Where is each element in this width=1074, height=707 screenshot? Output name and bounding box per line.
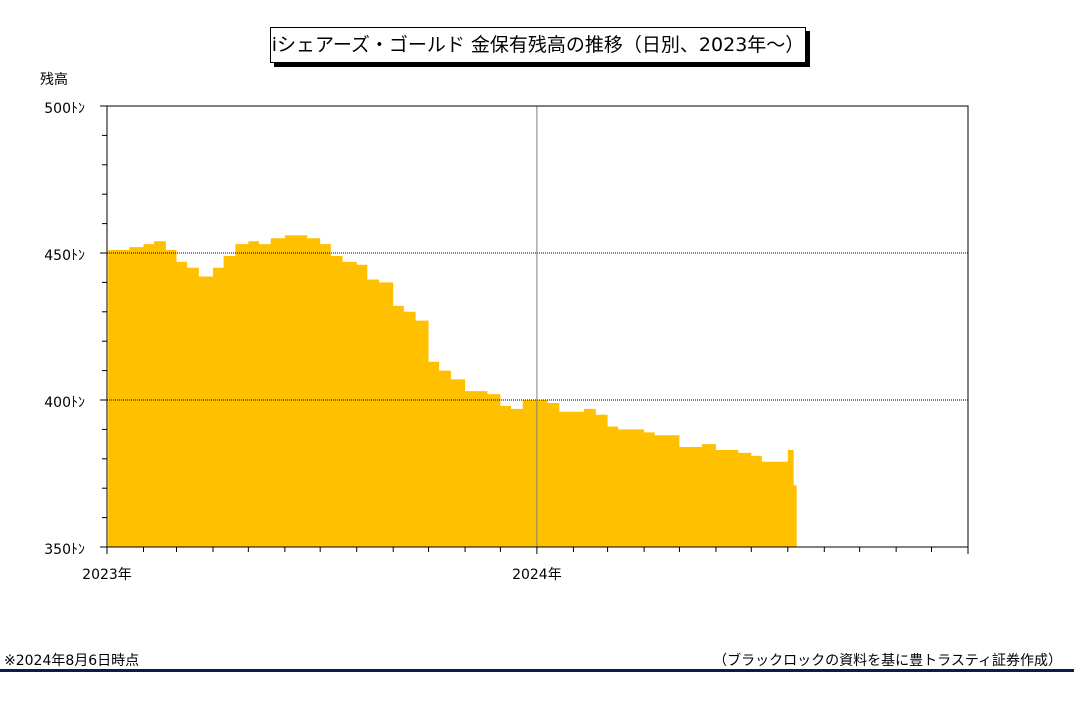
y-axis-label: 残高 (40, 71, 68, 88)
x-tick-label-2023-01: 2023年 (82, 567, 132, 583)
label-layer: 残高 500ﾄﾝ 450ﾄﾝ 400ﾄﾝ 350ﾄﾝ 2023年 2024年 (40, 71, 562, 583)
y-tick-label-400: 400ﾄﾝ (44, 395, 85, 411)
grid-layer (107, 106, 968, 547)
chart-title: iシェアーズ・ゴールド 金保有残高の推移（日別、2023年～） (270, 27, 806, 63)
footnote-source: （ブラックロックの資料を基に豊トラスティ証券作成） (713, 653, 1062, 669)
footer-rule (0, 669, 1074, 672)
footnote-date: ※2024年8月6日時点 (4, 653, 140, 669)
y-tick-label-350: 350ﾄﾝ (44, 542, 85, 558)
x-tick-label-2024-01: 2024年 (512, 567, 562, 583)
y-tick-label-450: 450ﾄﾝ (44, 248, 85, 264)
y-tick-label-500: 500ﾄﾝ (44, 101, 85, 117)
holdings-area (108, 235, 797, 548)
plot-frame (106, 105, 969, 548)
area-layer (108, 235, 797, 548)
tick-layer (100, 105, 969, 554)
